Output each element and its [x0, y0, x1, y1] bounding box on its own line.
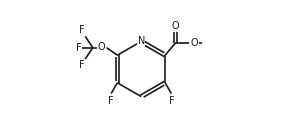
Text: F: F: [79, 60, 84, 70]
Text: F: F: [168, 96, 174, 106]
Text: F: F: [76, 43, 82, 53]
Text: O: O: [191, 38, 198, 48]
Text: N: N: [138, 36, 145, 46]
Text: O: O: [172, 21, 179, 31]
Text: F: F: [79, 25, 84, 35]
Text: F: F: [108, 96, 114, 106]
Text: O: O: [98, 42, 105, 52]
